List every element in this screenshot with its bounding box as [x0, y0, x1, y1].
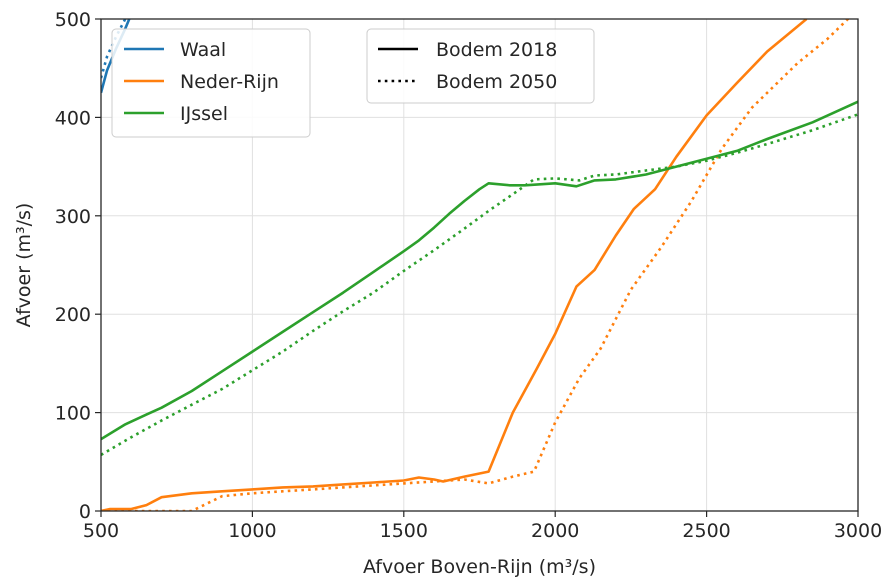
y-tick-label: 500: [55, 9, 91, 31]
y-tick-label: 400: [55, 107, 91, 129]
legend-label: IJssel: [180, 103, 228, 125]
legend-rivers: Waal Neder-Rijn IJssel: [111, 28, 311, 138]
x-tick-label: 3000: [834, 520, 882, 542]
y-tick-label: 0: [79, 501, 91, 523]
legend-scenarios: Bodem 2018 Bodem 2050: [366, 28, 595, 104]
axis-ticks: 500 1000 1500 2000 2500 3000 0 100 200 300 400 500: [55, 9, 882, 542]
y-axis-label: Afvoer (m³/s): [13, 203, 35, 328]
series-line-neder-rijn-2050: [101, 19, 850, 511]
series-line-waal-2050: [101, 19, 127, 79]
y-tick-label: 300: [55, 206, 91, 228]
legend-label: Waal: [180, 39, 226, 61]
x-tick-label: 2500: [682, 520, 730, 542]
series-line-neder-rijn-2018: [101, 19, 808, 511]
legend-label: Bodem 2018: [436, 39, 557, 61]
legend-rivers-box: [111, 28, 311, 138]
legend-label: Bodem 2050: [436, 71, 557, 93]
x-axis-label: Afvoer Boven-Rijn (m³/s): [363, 556, 596, 578]
x-tick-label: 2000: [531, 520, 579, 542]
x-tick-label: 500: [83, 520, 119, 542]
legend-scenarios-box: [366, 28, 595, 104]
plot-frame: [100, 18, 859, 512]
x-tick-label: 1000: [228, 520, 276, 542]
legend-label: Neder-Rijn: [180, 71, 279, 93]
series-line-ijssel-2018: [101, 100, 858, 441]
x-tick-label: 1500: [380, 520, 428, 542]
y-tick-label: 100: [55, 403, 91, 425]
y-tick-label: 200: [55, 304, 91, 326]
series-line-ijssel-2050: [101, 113, 858, 457]
